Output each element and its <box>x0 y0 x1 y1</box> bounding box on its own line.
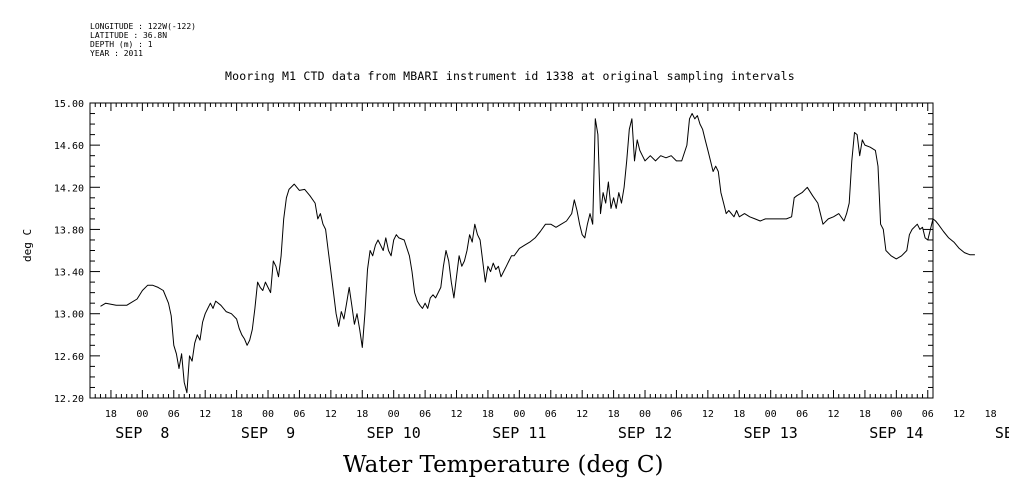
x-tick-label: 00 <box>388 409 400 420</box>
x-tick-label: 18 <box>608 409 620 420</box>
x-day-label: SEP 9 <box>241 424 295 442</box>
y-tick-label: 13.00 <box>54 310 84 321</box>
y-tick-label: 15.00 <box>54 99 84 110</box>
x-day-label: SEP 8 <box>115 424 169 442</box>
x-tick-label: 18 <box>105 409 117 420</box>
x-tick-label: 18 <box>733 409 745 420</box>
x-tick-label: 06 <box>922 409 934 420</box>
x-tick-label: 12 <box>702 409 714 420</box>
y-tick-label: 14.20 <box>54 183 84 194</box>
x-tick-label: 00 <box>262 409 274 420</box>
x-tick-label: 12 <box>827 409 839 420</box>
x-tick-label: 06 <box>545 409 557 420</box>
x-day-label: SEP 10 <box>367 424 421 442</box>
y-tick-label: 14.60 <box>54 141 84 152</box>
longitude-text: LONGITUDE : 122W(-122) <box>90 22 196 31</box>
y-tick-label: 12.20 <box>54 394 84 405</box>
x-day-label: SEP 12 <box>618 424 672 442</box>
x-day-label: SEP 13 <box>744 424 798 442</box>
x-axis-label: Water Temperature (deg C) <box>343 452 664 478</box>
series-line-water-temperature <box>100 113 975 394</box>
x-tick-label: 18 <box>985 409 997 420</box>
x-tick-label: 00 <box>136 409 148 420</box>
y-tick-label: 13.40 <box>54 268 84 279</box>
chart-title: Mooring M1 CTD data from MBARI instrumen… <box>225 69 795 83</box>
x-tick-label: 18 <box>231 409 243 420</box>
x-tick-label: 00 <box>765 409 777 420</box>
plot-frame <box>89 102 934 399</box>
x-tick-label: 12 <box>576 409 588 420</box>
latitude-text: LATITUDE : 36.8N <box>90 31 168 40</box>
x-day-label: SEP 11 <box>492 424 546 442</box>
x-tick-label: 12 <box>953 409 965 420</box>
y-tick-label: 12.60 <box>54 352 84 363</box>
x-day-label: SEP 14 <box>869 424 923 442</box>
x-tick-label: 00 <box>890 409 902 420</box>
x-tick-label: 12 <box>325 409 337 420</box>
y-tick-label: 13.80 <box>54 225 84 236</box>
x-tick-label: 18 <box>356 409 368 420</box>
x-day-label: SEP 15 <box>995 424 1009 442</box>
x-tick-label: 06 <box>293 409 305 420</box>
x-tick-label: 12 <box>450 409 462 420</box>
x-tick-label: 18 <box>859 409 871 420</box>
x-tick-label: 06 <box>670 409 682 420</box>
x-tick-label: 06 <box>168 409 180 420</box>
metadata-block: LONGITUDE : 122W(-122) LATITUDE : 36.8N … <box>90 22 196 58</box>
depth-text: DEPTH (m) : 1 <box>90 40 153 49</box>
x-tick-label: 06 <box>796 409 808 420</box>
year-text: YEAR : 2011 <box>90 49 143 58</box>
x-tick-label: 00 <box>513 409 525 420</box>
x-tick-label: 00 <box>639 409 651 420</box>
x-tick-label: 12 <box>199 409 211 420</box>
x-tick-label: 18 <box>482 409 494 420</box>
x-tick-label: 06 <box>419 409 431 420</box>
